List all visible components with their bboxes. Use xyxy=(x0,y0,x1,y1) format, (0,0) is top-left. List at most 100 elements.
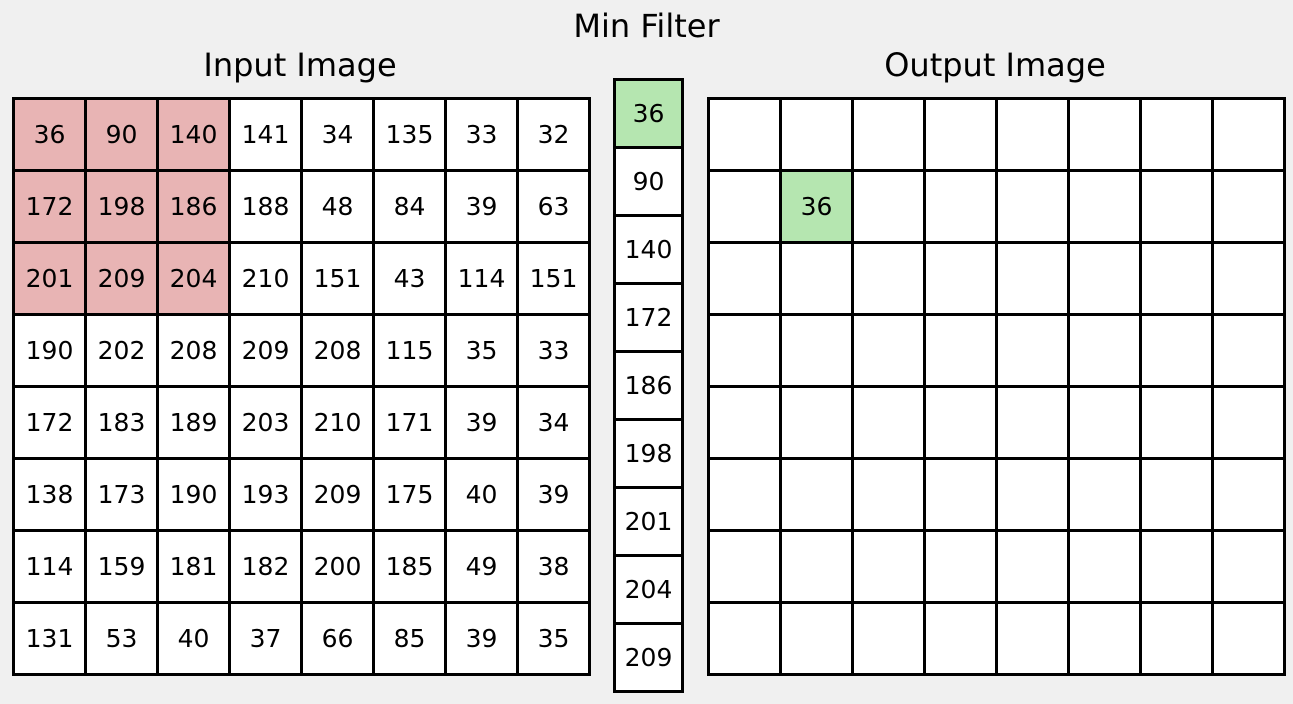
input-image-title: Input Image xyxy=(203,46,397,84)
input-cell: 39 xyxy=(447,172,519,244)
input-cell: 151 xyxy=(303,244,375,316)
input-window-cell: 90 xyxy=(87,100,159,172)
output-cell xyxy=(1214,100,1286,172)
input-cell: 85 xyxy=(375,604,447,676)
sorted-cell: 90 xyxy=(616,149,684,217)
input-cell: 48 xyxy=(303,172,375,244)
input-cell: 209 xyxy=(303,460,375,532)
output-cell xyxy=(1214,604,1286,676)
output-cell xyxy=(1070,316,1142,388)
input-cell: 203 xyxy=(231,388,303,460)
input-cell: 151 xyxy=(519,244,591,316)
output-cell xyxy=(926,100,998,172)
output-cell xyxy=(1214,460,1286,532)
output-result-cell: 36 xyxy=(782,172,854,244)
output-cell xyxy=(854,604,926,676)
input-cell: 131 xyxy=(15,604,87,676)
output-cell xyxy=(1214,172,1286,244)
input-cell: 34 xyxy=(303,100,375,172)
output-cell xyxy=(926,388,998,460)
input-cell: 35 xyxy=(519,604,591,676)
output-cell xyxy=(1214,388,1286,460)
output-cell xyxy=(782,100,854,172)
input-window-cell: 186 xyxy=(159,172,231,244)
input-cell: 200 xyxy=(303,532,375,604)
input-cell: 208 xyxy=(159,316,231,388)
output-cell xyxy=(782,460,854,532)
output-cell xyxy=(926,172,998,244)
output-cell xyxy=(710,388,782,460)
sorted-window-values: 36 90 140 172 186 198 201 204 209 xyxy=(613,78,684,693)
output-cell xyxy=(1142,172,1214,244)
output-cell xyxy=(710,316,782,388)
input-window-cell: 140 xyxy=(159,100,231,172)
input-window-cell: 201 xyxy=(15,244,87,316)
input-cell: 40 xyxy=(447,460,519,532)
output-cell xyxy=(1070,604,1142,676)
input-cell: 190 xyxy=(15,316,87,388)
output-image-grid: 36 xyxy=(707,97,1286,676)
input-cell: 138 xyxy=(15,460,87,532)
output-cell xyxy=(854,316,926,388)
input-window-cell: 172 xyxy=(15,172,87,244)
sorted-cell: 198 xyxy=(616,421,684,489)
output-cell xyxy=(1142,532,1214,604)
input-cell: 38 xyxy=(519,532,591,604)
input-cell: 135 xyxy=(375,100,447,172)
output-cell xyxy=(1214,316,1286,388)
sorted-cell: 186 xyxy=(616,353,684,421)
output-cell xyxy=(782,604,854,676)
output-cell xyxy=(1214,244,1286,316)
input-window-cell: 198 xyxy=(87,172,159,244)
input-cell: 208 xyxy=(303,316,375,388)
output-cell xyxy=(1070,388,1142,460)
output-cell xyxy=(1142,100,1214,172)
sorted-cell: 172 xyxy=(616,285,684,353)
output-cell xyxy=(926,460,998,532)
input-cell: 210 xyxy=(303,388,375,460)
output-cell xyxy=(710,532,782,604)
sorted-min-cell: 36 xyxy=(616,81,684,149)
output-cell xyxy=(998,388,1070,460)
output-cell xyxy=(998,604,1070,676)
output-cell xyxy=(854,100,926,172)
input-cell: 171 xyxy=(375,388,447,460)
output-cell xyxy=(1142,604,1214,676)
input-cell: 209 xyxy=(231,316,303,388)
input-cell: 33 xyxy=(519,316,591,388)
sorted-cell: 140 xyxy=(616,217,684,285)
output-cell xyxy=(1070,172,1142,244)
output-cell xyxy=(782,388,854,460)
input-cell: 190 xyxy=(159,460,231,532)
output-cell xyxy=(854,244,926,316)
input-cell: 173 xyxy=(87,460,159,532)
output-cell xyxy=(710,244,782,316)
input-cell: 181 xyxy=(159,532,231,604)
input-cell: 40 xyxy=(159,604,231,676)
input-window-cell: 204 xyxy=(159,244,231,316)
input-cell: 188 xyxy=(231,172,303,244)
output-cell xyxy=(998,460,1070,532)
input-cell: 43 xyxy=(375,244,447,316)
output-cell xyxy=(1070,100,1142,172)
output-cell xyxy=(1142,460,1214,532)
output-cell xyxy=(926,532,998,604)
output-cell xyxy=(1070,460,1142,532)
input-cell: 193 xyxy=(231,460,303,532)
output-cell xyxy=(1070,532,1142,604)
output-cell xyxy=(926,604,998,676)
output-cell xyxy=(1142,244,1214,316)
output-cell xyxy=(710,460,782,532)
output-cell xyxy=(1142,388,1214,460)
sorted-cell: 209 xyxy=(616,625,684,693)
output-image-title: Output Image xyxy=(884,46,1106,84)
input-cell: 34 xyxy=(519,388,591,460)
sorted-cell: 204 xyxy=(616,557,684,625)
output-cell xyxy=(854,172,926,244)
input-cell: 84 xyxy=(375,172,447,244)
output-cell xyxy=(710,604,782,676)
output-cell xyxy=(998,316,1070,388)
input-cell: 53 xyxy=(87,604,159,676)
input-cell: 175 xyxy=(375,460,447,532)
output-cell xyxy=(998,100,1070,172)
